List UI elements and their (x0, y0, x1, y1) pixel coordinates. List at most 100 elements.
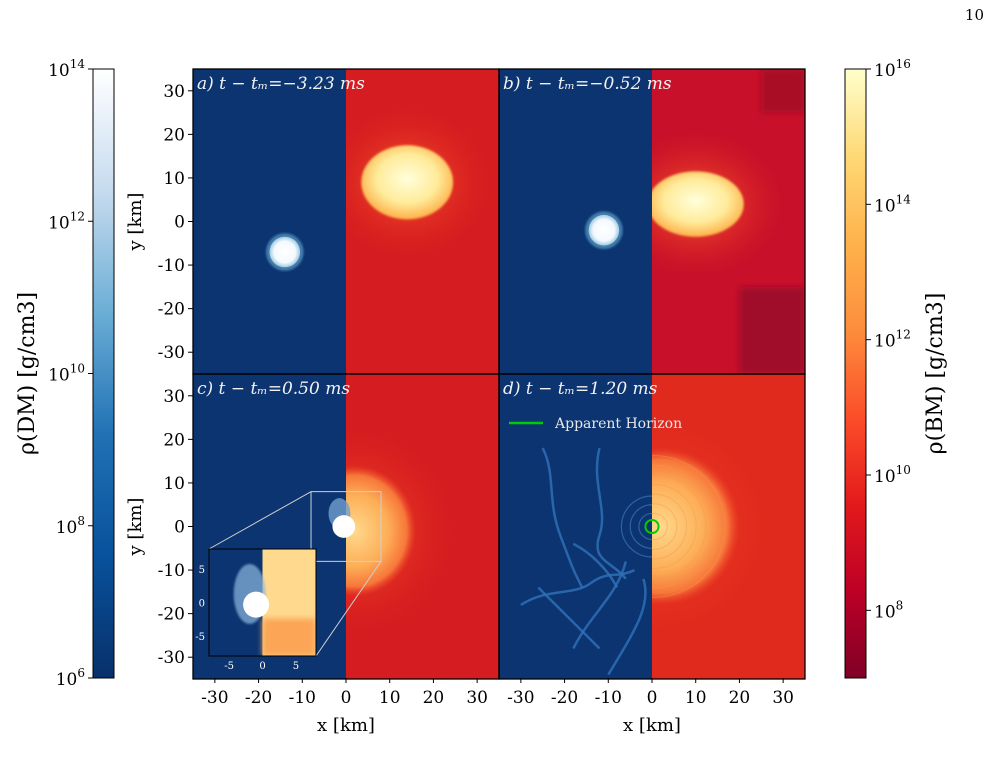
x-tick-label: 10 (379, 688, 401, 708)
dm-filament (595, 447, 627, 580)
bm-spiral-ring (652, 464, 716, 589)
x-tick-label: 0 (647, 688, 658, 708)
cbar-tick-label: 1014 (874, 192, 911, 216)
y-tick-label: 10 (163, 169, 185, 189)
dm-filament (537, 586, 601, 650)
x-axis-label: x [km] (317, 715, 375, 736)
x-tick-label: -30 (507, 688, 534, 708)
y-tick-label: 20 (163, 430, 185, 450)
cbar-tick-label: 108 (56, 514, 85, 538)
x-tick-label: 20 (423, 688, 445, 708)
bm-matter (652, 408, 779, 645)
zoom-connector (315, 561, 382, 657)
x-tick-label: -30 (201, 688, 228, 708)
cbar-tick-label: 1010 (48, 362, 85, 386)
cbar-tick-label: 1016 (874, 57, 911, 81)
panel-label: d) t − tₘ=1.20 ms (503, 379, 658, 399)
y-tick-label: 10 (163, 474, 185, 494)
y-tick-label: 0 (174, 213, 185, 233)
axes: 30 20 10 0 -10 -20 -30 y [km] 30 20 10 0 -10 -20 -30 y … (125, 68, 806, 736)
inset-frame (208, 548, 317, 657)
dm-core (269, 236, 301, 268)
zoom-connector (208, 491, 312, 550)
bm-spiral-ring (652, 484, 697, 569)
dm-background (193, 69, 346, 374)
x-tick-label: 30 (772, 688, 794, 708)
inset-bm-edge (262, 618, 316, 656)
y-tick-label: 20 (163, 125, 185, 145)
bm-colorbar (844, 68, 867, 679)
bm-disk (652, 448, 740, 605)
y-tick-label: -20 (158, 605, 185, 625)
dm-colorbar-label: ρ(DM) [g/cm3] (15, 292, 40, 455)
inset-y-tick: 0 (199, 599, 205, 610)
inset-y-tick: -5 (195, 632, 205, 643)
inset-y-tick: 5 (199, 565, 205, 576)
x-tick-label: -10 (289, 688, 316, 708)
bm-core (652, 171, 744, 237)
x-tick-label: -10 (595, 688, 622, 708)
dm-core (332, 515, 356, 538)
bm-low-density (739, 286, 805, 374)
x-tick-label: 0 (341, 688, 352, 708)
page-number: 10 (964, 6, 984, 24)
cbar-tick-label: 1010 (874, 463, 911, 487)
x-axis-label: x [km] (623, 715, 681, 736)
cbar-tick-label: 1012 (874, 328, 911, 352)
dm-filament (607, 578, 647, 676)
panel-b: b) t − tₘ=−0.52 ms (499, 69, 805, 374)
panels: a) t − tₘ=−3.23 ms b) t − tₘ=−0.52 ms c) t… (193, 69, 805, 679)
dm-background (499, 374, 652, 679)
y-tick-label: -10 (158, 561, 185, 581)
dm-filament (572, 561, 628, 650)
y-axis-label: y [km] (125, 193, 146, 252)
bm-low-density (761, 69, 805, 113)
cbar-tick-label: 108 (874, 598, 903, 622)
bm-matter (346, 106, 493, 259)
y-axis-label: y [km] (125, 498, 146, 557)
panel-label: a) t − tₘ=−3.23 ms (197, 74, 365, 94)
apparent-horizon-circle (644, 518, 660, 535)
dm-colorbar (92, 68, 115, 679)
y-tick-label: -30 (158, 343, 185, 363)
inset-x-tick: -5 (224, 661, 234, 672)
cbar-tick-label: 1012 (48, 209, 85, 233)
bm-core (361, 145, 454, 220)
dm-background (499, 69, 652, 374)
y-tick-label: 30 (163, 82, 185, 102)
panel-a: a) t − tₘ=−3.23 ms (193, 69, 499, 374)
x-tick-label: 10 (685, 688, 707, 708)
bm-matter (346, 426, 456, 636)
panel-c: c) t − tₘ=0.50 ms (193, 374, 499, 679)
dm-filament (541, 447, 584, 589)
panel-label: b) t − tₘ=−0.52 ms (503, 74, 672, 94)
panel-label: c) t − tₘ=0.50 ms (197, 379, 350, 399)
inset-dm-core (243, 591, 270, 618)
dm-ring (620, 495, 653, 558)
inset-image (209, 549, 316, 656)
inset-x-tick: 5 (293, 661, 299, 672)
bm-spiral-ring (652, 474, 707, 579)
legend-label: Apparent Horizon (554, 416, 682, 432)
dm-ring (629, 504, 653, 549)
panel-d: Apparent Horizon d) t − tₘ=1.20 ms (499, 374, 805, 679)
zoom-box (310, 491, 382, 562)
inset: -5 0 5 5 0 -5 (195, 491, 382, 672)
bm-matter (652, 132, 784, 276)
x-tick-label: -20 (551, 688, 578, 708)
y-tick-label: -20 (158, 300, 185, 320)
dm-ring (638, 512, 653, 541)
dm-core (588, 214, 620, 246)
x-tick-label: 30 (466, 688, 488, 708)
bm-spiral-ring (652, 512, 668, 541)
cbar-tick-label: 1014 (48, 57, 85, 81)
x-tick-label: 20 (729, 688, 751, 708)
bm-colorbar-label: ρ(BM) [g/cm3] (923, 293, 948, 455)
y-tick-label: -30 (158, 648, 185, 668)
bm-spiral-ring (652, 455, 726, 598)
y-tick-label: 30 (163, 387, 185, 407)
y-tick-label: -10 (158, 256, 185, 276)
y-tick-label: 0 (174, 518, 185, 538)
bm-spiral-ring (652, 503, 678, 550)
